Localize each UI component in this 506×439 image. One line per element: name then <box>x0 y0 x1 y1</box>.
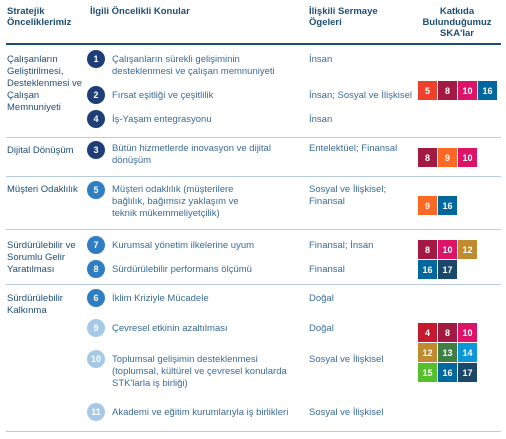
topic-text: Akademi ve eğitim kurumlarıyla iş birlik… <box>112 407 289 418</box>
topic-number-badge: 1 <box>87 50 105 68</box>
header-sdgs: Katkıda Bulunduğumuz SKA'lar <box>422 6 492 39</box>
capital-text: Doğal <box>309 323 334 334</box>
capital-text: İnsan <box>309 114 333 125</box>
sdg-tile: 10 <box>458 81 477 100</box>
topic-text: Toplumsal gelişimin desteklenmesi (toplu… <box>112 354 287 389</box>
sdg-tile: 8 <box>438 81 457 100</box>
capital-text: Finansal <box>309 264 345 275</box>
header-material-topics: İlgili Öncelikli Konular <box>90 6 190 17</box>
row-divider <box>6 176 501 177</box>
capital-text: Sosyal ve İlişkisel; Finansal <box>309 184 387 207</box>
sdg-tile: 16 <box>418 260 437 279</box>
sdg-tile: 16 <box>478 81 497 100</box>
capital-text: Sosyal ve İlişkisel <box>309 407 384 418</box>
row-divider <box>6 229 501 230</box>
topic-text: Çalışanların sürekli gelişiminin destekl… <box>112 54 275 77</box>
sdg-tile: 8 <box>438 323 457 342</box>
topic-number-badge: 10 <box>87 350 105 368</box>
group-revenue: Sürdürülebilir ve Sorumlu Gelir Yaratılm… <box>7 240 76 275</box>
sdg-tile: 8 <box>418 240 437 259</box>
group-employees: Çalışanların Geliştirilmesi, Desteklenme… <box>7 54 82 113</box>
sdg-tile: 12 <box>418 343 437 362</box>
row-divider <box>6 284 501 285</box>
topic-number-badge: 8 <box>87 260 105 278</box>
topic-text: Bütün hizmetlerde inovasyon ve dijital d… <box>112 143 271 166</box>
sdg-tile: 9 <box>438 148 457 167</box>
sdg-tile: 17 <box>458 363 477 382</box>
sdg-tile: 13 <box>438 343 457 362</box>
topic-text: İş-Yaşam entegrasyonu <box>112 114 212 125</box>
sdg-tile: 15 <box>418 363 437 382</box>
topic-number-badge: 5 <box>87 181 105 199</box>
capital-text: Entelektüel; Finansal <box>309 143 398 154</box>
sdg-tile: 4 <box>418 323 437 342</box>
capital-text: Doğal <box>309 293 334 304</box>
sdg-tile: 9 <box>418 196 437 215</box>
capital-text: İnsan; Sosyal ve İlişkisel <box>309 90 412 101</box>
topic-number-badge: 11 <box>87 403 105 421</box>
topic-text: Fırsat eşitliği ve çeşitlilik <box>112 90 214 101</box>
sdg-tile: 5 <box>418 81 437 100</box>
topic-text: Müşteri odaklılık (müşterilere bağlılık,… <box>112 184 239 219</box>
group-digital: Dijital Dönüşüm <box>7 145 74 156</box>
topic-number-badge: 9 <box>87 319 105 337</box>
topic-text: İklim Kriziyle Mücadele <box>112 293 209 304</box>
group-customer: Müşteri Odaklılık <box>7 184 78 195</box>
sdg-tile: 8 <box>418 148 437 167</box>
sdg-tile: 10 <box>458 148 477 167</box>
topic-text: Kurumsal yönetim ilkelerine uyum <box>112 240 255 251</box>
group-sustainable-dev: Sürdürülebilir Kalkınma <box>7 293 63 316</box>
sdg-tile: 16 <box>438 196 457 215</box>
sdg-tile: 16 <box>438 363 457 382</box>
topic-number-badge: 6 <box>87 289 105 307</box>
capital-text: Finansal; İnsan <box>309 240 374 251</box>
sdg-tile: 10 <box>458 323 477 342</box>
topic-text: Çevresel etkinin azaltılması <box>112 323 228 334</box>
header-divider <box>6 43 501 45</box>
row-divider <box>6 137 501 138</box>
topic-number-badge: 3 <box>87 141 105 159</box>
table-bottom-border <box>6 431 501 432</box>
topic-number-badge: 7 <box>87 236 105 254</box>
sdg-tile: 14 <box>458 343 477 362</box>
topic-text: Sürdürülebilir performans ölçümü <box>112 264 252 275</box>
capital-text: İnsan <box>309 54 333 65</box>
header-strategic-priorities: Stratejik Önceliklerimiz <box>7 6 72 28</box>
header-capitals: İlişkili Sermaye Ögeleri <box>309 6 378 28</box>
sdg-tile: 17 <box>438 260 457 279</box>
sdg-tile: 10 <box>438 240 457 259</box>
capital-text: Sosyal ve İlişkisel <box>309 354 384 365</box>
topic-number-badge: 2 <box>87 86 105 104</box>
topic-number-badge: 4 <box>87 110 105 128</box>
sdg-tile: 12 <box>458 240 477 259</box>
